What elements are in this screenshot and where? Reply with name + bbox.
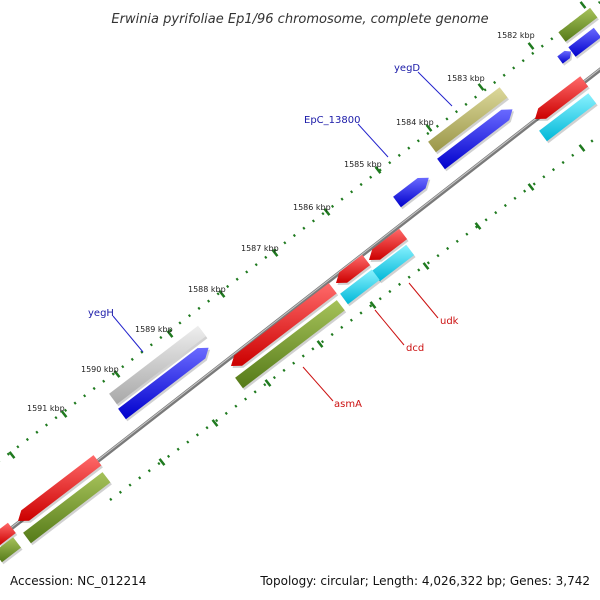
outer-tick-track <box>0 1 600 463</box>
major-ticks-inner <box>158 144 586 466</box>
gene-label-dcd: dcd <box>406 343 424 354</box>
major-tick-outer <box>425 124 433 132</box>
major-tick-outer <box>113 370 121 378</box>
major-tick-outer <box>527 42 535 50</box>
major-tick-outer <box>579 1 587 9</box>
topology-summary: Topology: circular; Length: 4,026,322 bp… <box>259 574 590 588</box>
tick-label-1583: 1583 kbp <box>447 74 485 83</box>
gene-arrow-yegH-blue[interactable] <box>118 347 209 420</box>
major-tick-inner <box>422 262 430 270</box>
gene-arrow-bottom-olive-b[interactable] <box>0 537 21 563</box>
major-tick-inner <box>316 340 324 348</box>
features <box>0 7 600 565</box>
gene-arrow-dcd-cyan[interactable] <box>340 269 380 305</box>
major-tick-inner <box>264 379 272 387</box>
tick-label-1584: 1584 kbp <box>396 118 434 127</box>
leader-line-epc13800 <box>357 123 389 158</box>
leader-line-udk <box>408 282 439 319</box>
gene-arrow-epc13800[interactable] <box>393 177 429 208</box>
gene-arrow-asmA-olive[interactable] <box>235 300 345 389</box>
tick-label-1586: 1586 kbp <box>293 203 331 212</box>
major-tick-outer <box>166 330 174 338</box>
major-tick-inner <box>369 301 377 309</box>
major-tick-inner <box>578 144 586 152</box>
leader-line-yegH <box>112 315 144 353</box>
leader-line-asmA <box>302 366 334 402</box>
gene-arrow-top-olive[interactable] <box>558 7 598 42</box>
gene-arrow-yegD-khaki[interactable] <box>428 87 508 153</box>
gene-arrow-udk-red[interactable] <box>369 228 408 260</box>
gene-label-asmA: asmA <box>334 399 362 410</box>
tick-label-1590: 1590 kbp <box>81 365 119 374</box>
gene-label-epc13800: EpC_13800 <box>304 115 360 126</box>
major-tick-inner <box>527 183 535 191</box>
major-tick-outer <box>323 208 331 216</box>
gene-arrow-small-blue[interactable] <box>557 50 572 64</box>
gene-label-yegH: yegH <box>88 308 114 319</box>
major-tick-inner <box>158 458 166 466</box>
tick-label-1585: 1585 kbp <box>344 160 382 169</box>
major-tick-inner <box>474 222 482 230</box>
tick-label-1591: 1591 kbp <box>27 404 65 413</box>
gene-arrow-bottom-red-a[interactable] <box>18 455 102 521</box>
gene-arrow-asmA-red[interactable] <box>231 283 337 366</box>
gene-arrow-top-cyan[interactable] <box>539 93 597 142</box>
major-tick-outer <box>8 451 16 459</box>
gene-arrow-udk-cyan[interactable] <box>372 244 415 282</box>
gene-arrow-yegH-grey[interactable] <box>109 325 206 405</box>
major-tick-outer <box>271 249 279 257</box>
gene-arrow-top-blue[interactable] <box>568 27 600 57</box>
major-tick-outer <box>477 83 485 91</box>
gene-arrow-dcd-red[interactable] <box>336 254 371 283</box>
map-title: Erwinia pyrifoliae Ep1/96 chromosome, co… <box>111 12 488 27</box>
leader-line-yegD <box>417 71 453 107</box>
major-tick-inner <box>211 419 219 427</box>
leader-line-dcd <box>374 309 405 346</box>
gene-arrow-bottom-red-b[interactable] <box>0 522 16 546</box>
gene-arrow-yegD-blue[interactable] <box>437 109 513 170</box>
major-tick-outer <box>374 166 382 174</box>
tick-label-1587: 1587 kbp <box>241 244 279 253</box>
major-ticks-outer <box>8 1 587 459</box>
inner-tick-track <box>109 133 600 502</box>
gene-label-yegD: yegD <box>394 63 420 74</box>
major-tick-outer <box>218 290 226 298</box>
gene-arrow-top-red[interactable] <box>535 76 589 119</box>
gene-arrow-bottom-olive-a[interactable] <box>23 472 111 544</box>
tick-label-1589: 1589 kbp <box>135 325 173 334</box>
tick-label-1588: 1588 kbp <box>188 285 226 294</box>
accession-text: Accession: NC_012214 <box>10 574 146 588</box>
tick-label-1582: 1582 kbp <box>497 31 535 40</box>
major-tick-outer <box>60 410 68 418</box>
gene-label-udk: udk <box>440 316 459 327</box>
